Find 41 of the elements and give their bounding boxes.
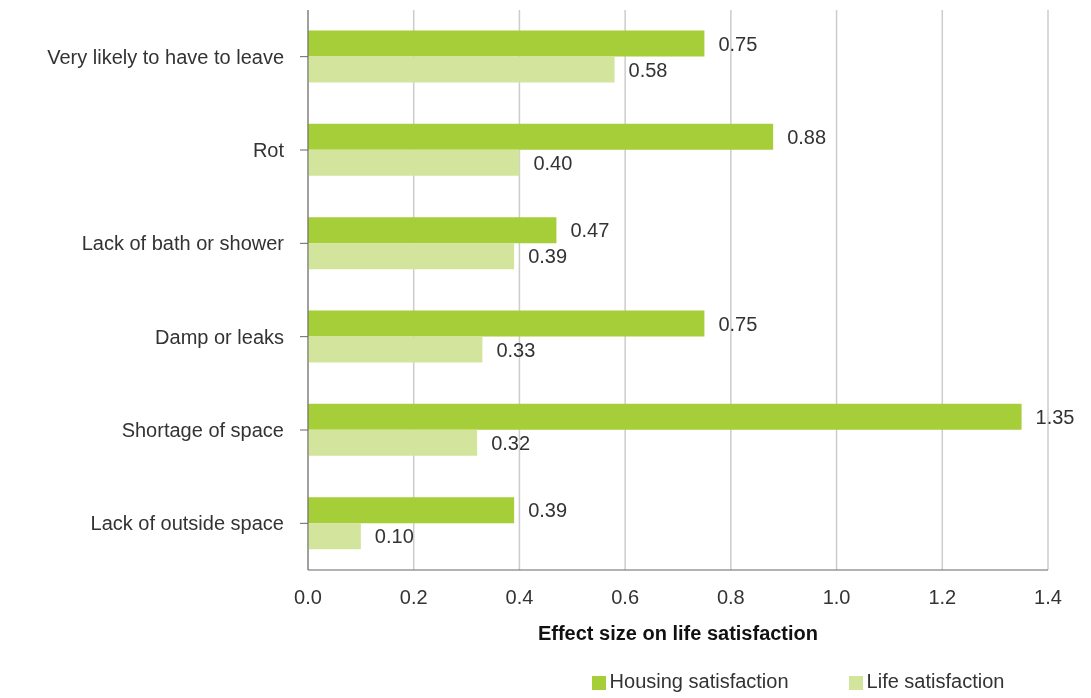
data-label: 0.32 <box>491 431 531 454</box>
data-label: 0.39 <box>528 245 568 268</box>
data-label: 0.75 <box>718 312 758 335</box>
bar <box>308 523 361 550</box>
y-tick-label: Damp or leaks <box>155 325 284 348</box>
data-label: 0.40 <box>533 151 573 174</box>
x-tick-label: 1.0 <box>822 586 851 609</box>
y-tick-label: Lack of outside space <box>90 512 284 535</box>
data-label: 0.39 <box>528 499 568 522</box>
bar <box>308 243 515 270</box>
x-axis-title: Effect size on life satisfaction <box>537 622 819 644</box>
x-tick-label: 0.8 <box>716 586 745 609</box>
bar <box>308 217 557 244</box>
x-tick-label: 1.2 <box>928 586 957 609</box>
bar <box>308 30 705 57</box>
legend-label: Housing satisfaction <box>609 670 789 692</box>
x-tick-label: 0.0 <box>294 586 322 609</box>
data-label: 0.33 <box>496 338 536 361</box>
bar <box>308 429 478 456</box>
bar <box>308 336 483 363</box>
data-label: 0.10 <box>374 525 414 548</box>
bar <box>308 149 520 176</box>
data-label: 0.58 <box>628 58 668 81</box>
y-tick-label: Rot <box>252 139 285 162</box>
y-tick-label: Very likely to have to leave <box>47 45 284 68</box>
bar <box>308 123 774 150</box>
y-tick-label: Shortage of space <box>121 419 284 442</box>
bar <box>308 56 615 83</box>
bar <box>308 310 705 337</box>
x-tick-label: 1.4 <box>1034 586 1062 609</box>
y-tick-label: Lack of bath or shower <box>81 232 285 255</box>
data-label: 0.75 <box>718 32 758 55</box>
x-tick-label: 0.6 <box>611 586 640 609</box>
x-tick-label: 0.4 <box>505 586 534 609</box>
data-label: 0.47 <box>570 219 610 242</box>
bar <box>308 403 1022 430</box>
data-label: 0.88 <box>787 125 827 148</box>
x-tick-label: 0.2 <box>399 586 428 609</box>
legend-label: Life satisfaction <box>866 670 1005 692</box>
data-label: 1.35 <box>1035 405 1075 428</box>
bar <box>308 497 515 524</box>
